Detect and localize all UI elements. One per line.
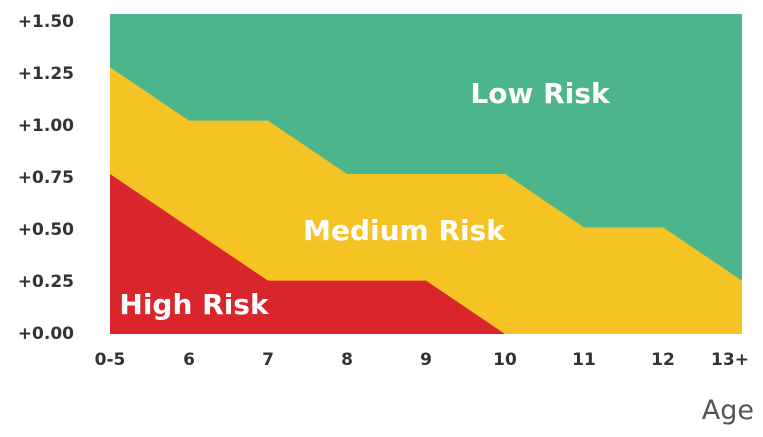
medium-risk-label: Medium Risk	[303, 214, 506, 247]
high-risk-label: High Risk	[119, 288, 270, 321]
x-tick-label: 0-5	[95, 350, 126, 370]
x-tick-label: 6	[183, 350, 195, 370]
x-tick-label: 11	[572, 350, 596, 370]
medium-risk-area	[110, 67, 742, 334]
y-tick-label: +0.75	[18, 168, 74, 188]
x-tick-label: 9	[420, 350, 432, 370]
y-tick-label: +0.00	[18, 324, 74, 344]
y-tick-label: +0.25	[18, 272, 74, 292]
x-axis-title: Age	[702, 395, 754, 426]
chart-areas	[110, 14, 742, 334]
low-risk-label: Low Risk	[470, 77, 611, 110]
x-tick-label: 12	[651, 350, 675, 370]
high-risk-area	[110, 174, 505, 334]
y-tick-label: +1.25	[18, 64, 74, 84]
y-tick-label: +1.00	[18, 116, 74, 136]
x-tick-label: 7	[262, 350, 274, 370]
y-tick-label: +1.50	[18, 12, 74, 32]
y-tick-label: +0.50	[18, 220, 74, 240]
x-tick-label: 8	[341, 350, 353, 370]
x-axis-ticks: 0-5 6 7 8 9 10 11 12 13+	[95, 350, 749, 370]
y-axis-ticks: +0.00 +0.25 +0.50 +0.75 +1.00 +1.25 +1.5…	[18, 12, 74, 344]
x-tick-label: 13+	[711, 350, 749, 370]
x-tick-label: 10	[493, 350, 517, 370]
